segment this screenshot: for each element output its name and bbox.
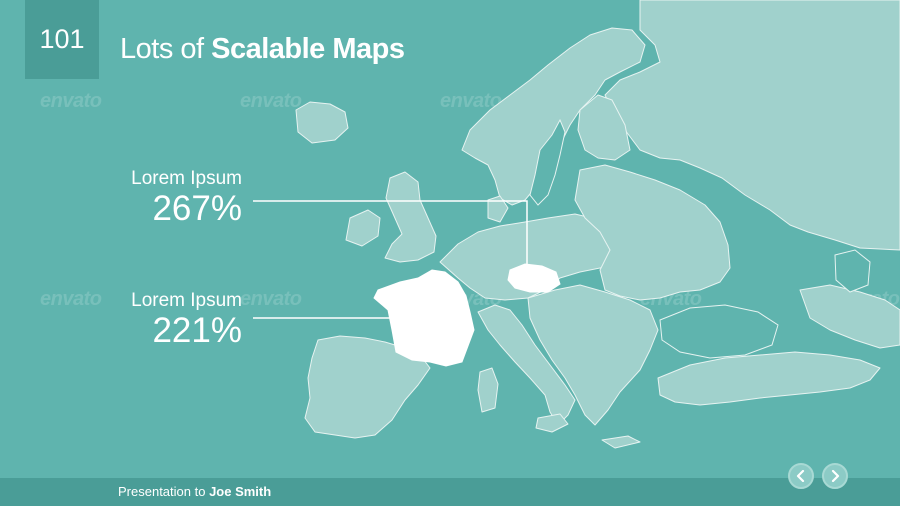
previous-slide-button[interactable] (788, 463, 814, 489)
map-region-ireland (345, 209, 381, 247)
callout-value: 267% (152, 189, 242, 228)
map-black-sea (659, 304, 779, 359)
map-region-sardinia (477, 367, 499, 413)
map-region-iberia (304, 335, 431, 439)
map-region-great-britain (384, 171, 437, 263)
watermark: envato (440, 90, 502, 112)
map-region-czech-highlighted (507, 263, 561, 293)
callout-label: Lorem Ipsum (131, 168, 242, 189)
map-region-caucasus (799, 284, 900, 349)
europe-map (253, 0, 900, 449)
map-baltic-sea (529, 118, 566, 206)
chevron-left-icon (796, 470, 805, 482)
next-slide-button[interactable] (822, 463, 848, 489)
callout-line-1 (253, 200, 528, 268)
title-bold-part: Scalable Maps (211, 33, 405, 65)
footer-name: Joe Smith (209, 484, 272, 499)
footer-bar: Presentation to Joe Smith (0, 478, 900, 506)
map-region-eastern-europe (574, 164, 731, 301)
watermark: envato (40, 288, 102, 310)
map-region-crete (601, 435, 641, 449)
map-region-finland (577, 94, 631, 161)
callout-value: 221% (152, 311, 242, 350)
watermark: envato (240, 90, 302, 112)
map-region-sicily (535, 413, 569, 433)
slide-number-box: 101 (25, 0, 99, 79)
footer-prefix: Presentation to (118, 484, 210, 499)
map-region-russia (604, 0, 900, 251)
footer-text: Presentation to Joe Smith (118, 484, 271, 499)
page-title: Lots of Scalable Maps (120, 33, 405, 66)
watermark: envato (240, 288, 302, 310)
callout-label: Lorem Ipsum (131, 290, 242, 311)
chevron-right-icon (831, 470, 840, 482)
map-region-italy (477, 304, 576, 426)
callout-1: Lorem Ipsum 267% (131, 168, 242, 228)
map-region-france-highlighted (373, 269, 475, 367)
watermark: envato (40, 90, 102, 112)
map-region-scandinavia (461, 27, 646, 206)
map-region-iceland (295, 101, 349, 144)
map-caspian-sea (834, 249, 871, 293)
map-region-denmark (487, 195, 509, 223)
callout-2: Lorem Ipsum 221% (131, 290, 242, 350)
map-region-turkey (657, 351, 881, 406)
slide-number: 101 (39, 24, 85, 54)
title-light-part: Lots of (120, 33, 212, 65)
map-region-balkans (527, 284, 659, 426)
